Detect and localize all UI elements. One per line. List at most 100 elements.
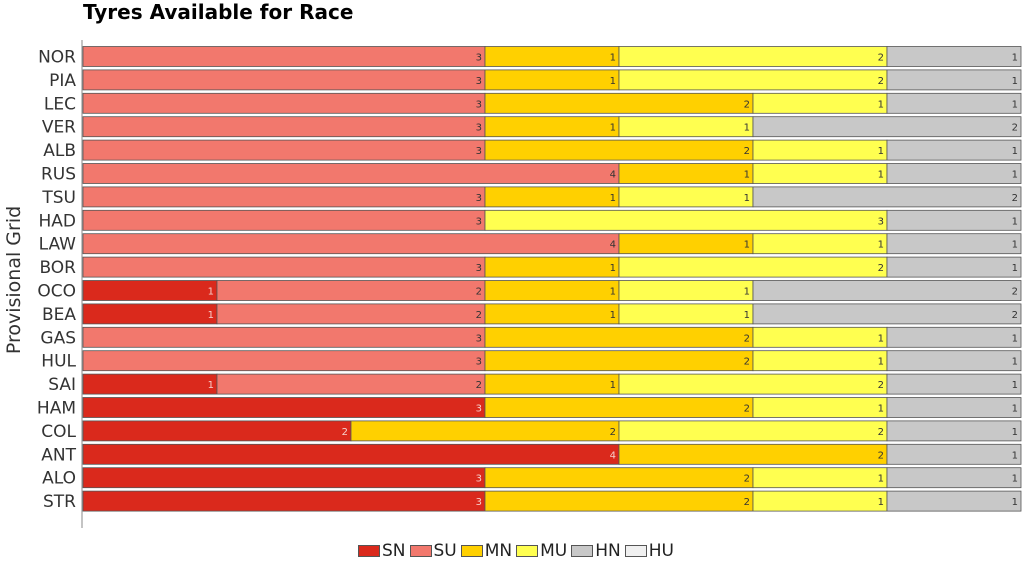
bar-value-label: 2	[744, 474, 750, 485]
bar-segment-su	[216, 373, 486, 395]
bar-segment-mn	[618, 233, 754, 255]
bar-value-label: 2	[878, 450, 884, 461]
bar-value-label: 1	[878, 474, 884, 485]
bar-segment-mn	[484, 490, 754, 512]
legend-label: MN	[484, 541, 513, 561]
bar-segment-hn	[752, 303, 1022, 325]
bar-value-label: 3	[476, 123, 482, 134]
bar-value-label: 1	[1012, 450, 1018, 461]
bar-segment-mu	[752, 92, 888, 114]
bar-segment-hn	[886, 92, 1022, 114]
legend-swatch	[409, 545, 432, 557]
bar-segment-hn	[886, 209, 1022, 231]
legend-label: MU	[540, 541, 568, 561]
bar-segment-mu	[752, 397, 888, 418]
bar-segment-sn	[82, 467, 486, 489]
bar-value-label: 1	[744, 310, 750, 321]
bar-segment-hn	[886, 467, 1022, 489]
bar-value-label: 3	[476, 216, 482, 227]
bar-value-label: 3	[476, 474, 482, 485]
bar-segment-mn	[484, 303, 620, 325]
bar-segment-mu	[752, 467, 888, 489]
y-tick-label: NOR	[38, 48, 76, 68]
bar-segment-hn	[752, 280, 1022, 301]
bar-value-label: 2	[744, 497, 750, 508]
bar-segment-su	[82, 233, 620, 255]
legend-item-mn: MN	[460, 541, 513, 561]
bar-value-label: 1	[744, 287, 750, 298]
bar-value-label: 3	[476, 53, 482, 64]
bar-segment-hn	[886, 326, 1022, 348]
y-tick-label: ANT	[41, 445, 76, 465]
legend-swatch	[516, 545, 539, 557]
bar-value-label: 2	[744, 333, 750, 344]
bar-segment-hn	[886, 397, 1022, 418]
bar-value-label: 1	[878, 146, 884, 157]
bar-segment-hn	[886, 373, 1022, 395]
bar-segment-sn	[82, 397, 486, 418]
bar-segment-su	[216, 303, 486, 325]
bar-value-label: 1	[878, 333, 884, 344]
bar-value-label: 2	[1012, 287, 1018, 298]
bar-segment-mn	[484, 397, 754, 418]
y-tick-label: VER	[42, 118, 76, 138]
bar-value-label: 1	[1012, 333, 1018, 344]
y-tick-label: ALO	[42, 469, 76, 489]
y-tick-label: LAW	[39, 235, 77, 255]
bar-value-label: 1	[878, 240, 884, 251]
bar-segment-mu	[618, 256, 888, 278]
bar-segment-mn	[484, 467, 754, 489]
bar-segment-mu	[752, 233, 888, 255]
bar-segment-su	[82, 92, 486, 114]
bar-value-label: 1	[1012, 216, 1018, 227]
y-tick-label: ALB	[43, 141, 76, 161]
bar-value-label: 1	[1012, 146, 1018, 157]
bar-value-label: 1	[744, 170, 750, 181]
bar-value-label: 2	[476, 380, 482, 391]
bar-value-label: 2	[878, 263, 884, 274]
bar-value-label: 1	[610, 287, 616, 298]
bar-segment-sn	[82, 373, 218, 395]
y-tick-label: HAM	[37, 399, 76, 419]
y-tick-label: PIA	[49, 71, 76, 91]
bar-segment-mu	[752, 326, 888, 348]
bar-value-label: 4	[610, 450, 616, 461]
bar-value-label: 2	[878, 380, 884, 391]
y-tick-label: BEA	[42, 305, 76, 325]
y-tick-label: OCO	[37, 282, 76, 302]
bar-value-label: 2	[744, 357, 750, 368]
bar-segment-hn	[886, 69, 1022, 91]
bar-value-label: 1	[610, 53, 616, 64]
bar-segment-mu	[618, 303, 754, 325]
bar-value-label: 2	[744, 404, 750, 415]
bar-segment-hn	[886, 443, 1022, 465]
bar-value-label: 1	[1012, 170, 1018, 181]
legend-item-hu: HU	[624, 541, 674, 561]
bar-value-label: 2	[1012, 193, 1018, 204]
legend-item-sn: SN	[358, 541, 406, 561]
bar-value-label: 1	[1012, 99, 1018, 110]
bar-value-label: 3	[476, 193, 482, 204]
bar-value-label: 3	[476, 404, 482, 415]
legend-label: HU	[648, 541, 674, 561]
bar-value-label: 1	[1012, 404, 1018, 415]
bars-group: 3 1 2 1 3 1 2 1 3 2 1 1 3 1 1 2 3 2 1 1 4 1 1 1 3 1 1 2 3 3 1 4 1 1 1 3 1 2 1 1…	[82, 46, 1022, 512]
y-tick-label: GAS	[40, 328, 76, 348]
bar-value-label: 1	[1012, 263, 1018, 274]
bar-value-label: 1	[610, 76, 616, 87]
bar-segment-mn	[484, 116, 620, 138]
bar-value-label: 3	[476, 497, 482, 508]
legend-label: HN	[595, 541, 621, 561]
bar-segment-mu	[484, 209, 888, 231]
y-tick-labels: NOR PIA LEC VER ALB RUS TSU HAD LAW BOR OCO BEA GAS H…	[37, 48, 77, 513]
bar-segment-hn	[886, 350, 1022, 372]
bar-segment-sn	[82, 490, 486, 512]
legend-swatch	[358, 545, 380, 557]
bar-segment-mn	[350, 420, 620, 442]
legend-swatch	[624, 545, 647, 557]
bar-segment-hn	[886, 490, 1022, 512]
bar-segment-mn	[484, 280, 620, 301]
bar-segment-su	[82, 209, 486, 231]
y-tick-label: HAD	[38, 211, 76, 231]
